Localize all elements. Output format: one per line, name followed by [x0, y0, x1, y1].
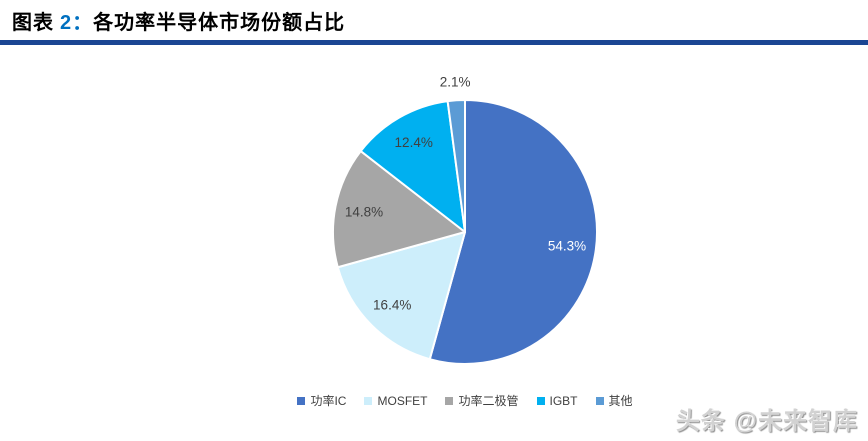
- title-prefix: 图表: [12, 12, 60, 34]
- pie-label-功率二极管: 14.8%: [345, 205, 383, 220]
- legend-label: IGBT: [549, 393, 578, 408]
- legend-swatch-icon: [364, 396, 373, 405]
- legend-label: MOSFET: [377, 393, 428, 408]
- watermark: 头条 @未来智库: [675, 408, 858, 435]
- legend-swatch-icon: [445, 396, 454, 405]
- title-number: 2：: [60, 12, 94, 34]
- legend-swatch-icon: [536, 396, 545, 405]
- legend-item-功率IC[interactable]: 功率IC: [297, 392, 346, 409]
- legend-swatch-icon: [297, 396, 306, 405]
- pie-label-功率IC: 54.3%: [548, 238, 586, 253]
- legend-swatch-icon: [595, 396, 604, 405]
- legend-label: 其他: [608, 394, 633, 408]
- legend-label: 功率二极管: [458, 394, 519, 408]
- legend-item-MOSFET[interactable]: MOSFET: [364, 394, 427, 408]
- legend-item-IGBT[interactable]: IGBT: [536, 393, 578, 408]
- pie-chart: 54.3% 16.4% 14.8% 12.4% 2.1%: [300, 60, 700, 390]
- page-title: 图表 2：各功率半导体市场份额占比: [0, 0, 868, 37]
- chart-header: 图表 2：各功率半导体市场份额占比: [0, 0, 868, 45]
- legend-item-其他[interactable]: 其他: [595, 392, 633, 409]
- pie-label-其他: 2.1%: [440, 74, 471, 89]
- pie-label-IGBT: 12.4%: [395, 135, 433, 150]
- pie-slice-功率IC[interactable]: [428, 99, 599, 365]
- chart-legend: 功率IC MOSFET 功率二极管 IGBT 其他: [165, 392, 765, 409]
- pie-label-MOSFET: 16.4%: [373, 297, 411, 312]
- pie-slice-功率二极管[interactable]: [332, 150, 466, 269]
- title-text: 各功率半导体市场份额占比: [93, 12, 346, 34]
- pie-svg: 54.3% 16.4% 14.8% 12.4% 2.1%: [332, 74, 599, 365]
- title-underline: [0, 40, 868, 45]
- pie-slice-其他[interactable]: [446, 99, 466, 233]
- pie-slice-IGBT[interactable]: [359, 100, 466, 233]
- legend-item-功率二极管[interactable]: 功率二极管: [445, 392, 519, 409]
- legend-label: 功率IC: [310, 394, 347, 408]
- pie-slice-MOSFET[interactable]: [336, 231, 466, 361]
